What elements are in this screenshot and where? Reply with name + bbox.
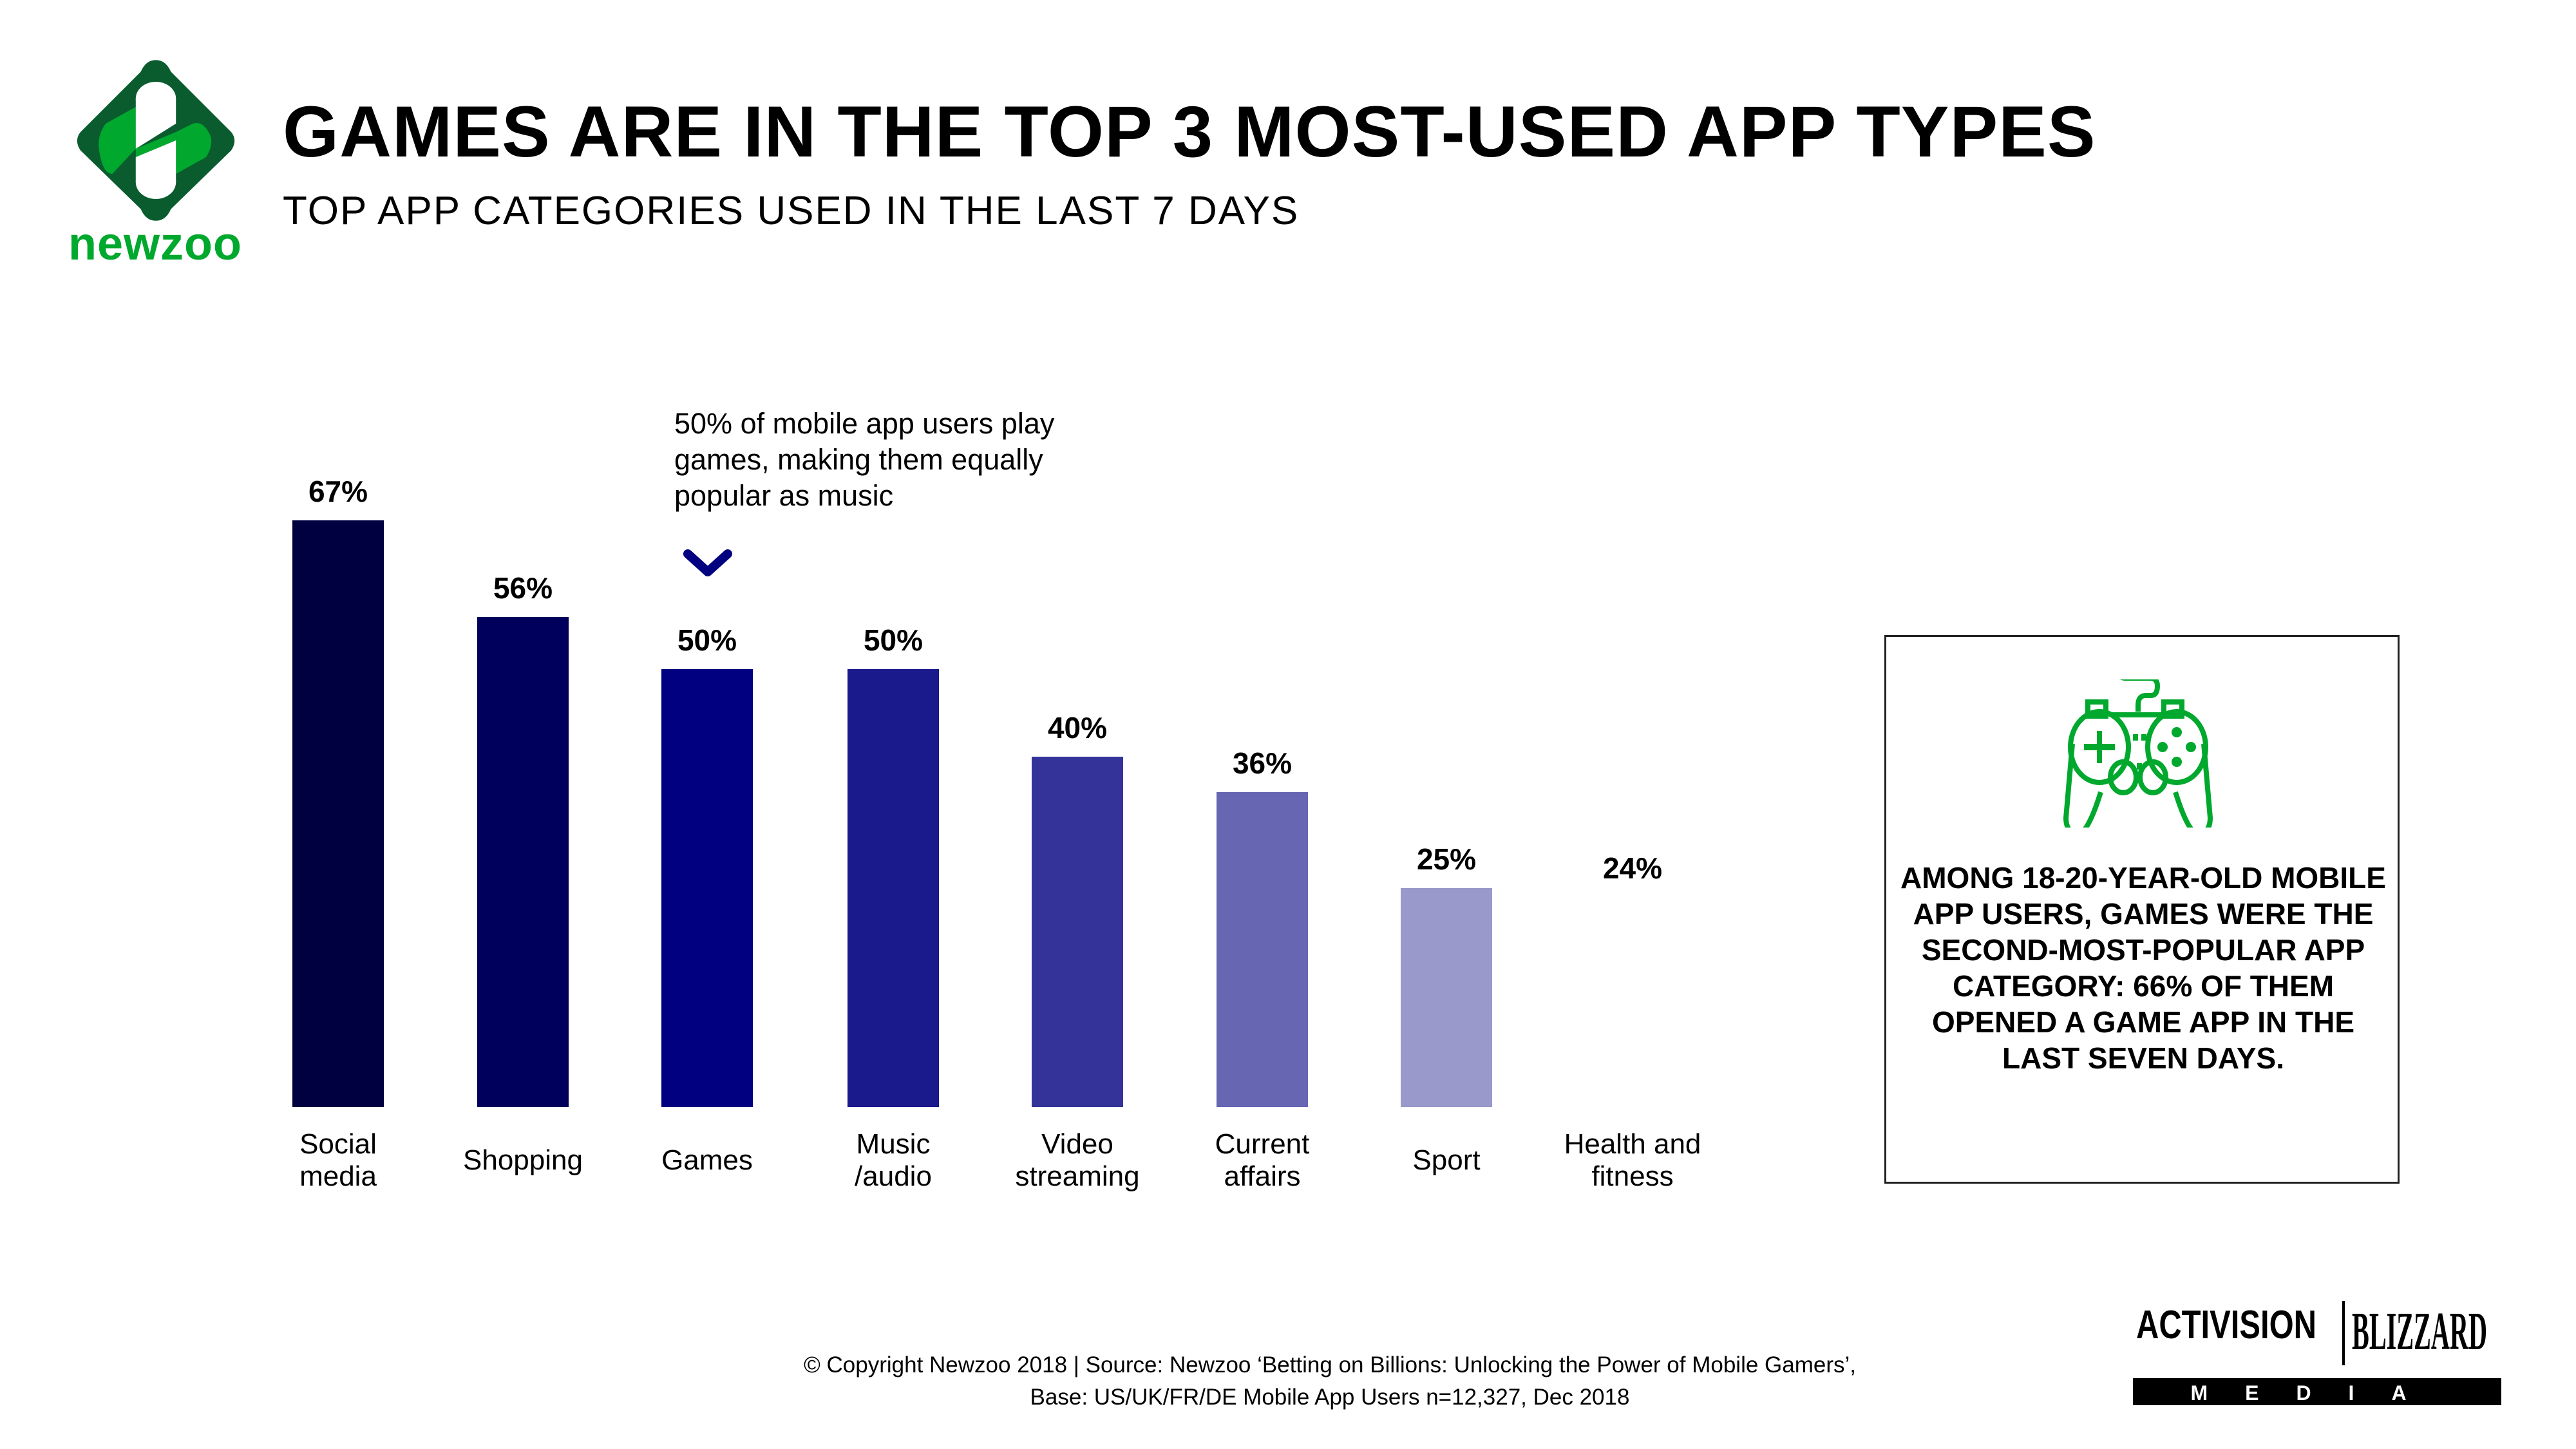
category-label: Games xyxy=(604,1144,810,1177)
value-label: 50% xyxy=(677,623,737,658)
bar-7 xyxy=(1587,897,1678,1107)
value-label: 25% xyxy=(1416,842,1477,876)
value-label: 36% xyxy=(1232,746,1293,780)
category-label-line: Social xyxy=(299,1128,377,1160)
category-label-line: Games xyxy=(661,1144,753,1176)
category-label: Video streaming xyxy=(974,1128,1180,1193)
category-label-line: Current xyxy=(1215,1128,1310,1160)
category-label: Health and fitness xyxy=(1530,1128,1736,1193)
category-label-line: Music xyxy=(856,1128,931,1160)
category-label: Sport xyxy=(1343,1144,1549,1177)
activision-blizzard-media-logo: ACTIVISION BLIZZARD MEDIA xyxy=(2133,1301,2501,1405)
bar-0 xyxy=(292,520,384,1107)
category-label-line: Sport xyxy=(1412,1144,1481,1176)
category-label: Shopping xyxy=(420,1144,626,1177)
svg-text:MEDIA: MEDIA xyxy=(2190,1381,2443,1405)
category-label-line: media xyxy=(299,1160,377,1192)
bar-1 xyxy=(477,616,569,1107)
gamepad-icon xyxy=(2063,679,2213,828)
category-label-line: /audio xyxy=(855,1160,932,1192)
value-label: 50% xyxy=(863,623,923,658)
games-annotation: 50% of mobile app users play games, maki… xyxy=(674,407,1055,512)
callout-box xyxy=(1884,635,2400,1184)
footer-copyright: © Copyright Newzoo 2018 | Source: Newzoo… xyxy=(804,1352,1856,1378)
svg-text:BLIZZARD: BLIZZARD xyxy=(2352,1302,2487,1361)
category-label-line: Video xyxy=(1041,1128,1113,1160)
bar-5 xyxy=(1217,791,1308,1107)
value-label: 67% xyxy=(308,475,368,508)
value-label: 24% xyxy=(1602,851,1663,885)
bar-3 xyxy=(848,669,939,1107)
category-label-line: affairs xyxy=(1224,1160,1301,1192)
page-title: GAMES ARE IN THE TOP 3 MOST-USED APP TYP… xyxy=(283,91,2096,172)
category-label: Music/audio xyxy=(790,1128,996,1193)
newzoo-logo-text: newzoo xyxy=(68,218,242,270)
chevron-down-icon xyxy=(683,549,732,576)
category-label: Current affairs xyxy=(1159,1128,1365,1193)
newzoo-logo xyxy=(77,60,235,221)
category-label-line: streaming xyxy=(1015,1160,1140,1192)
bar-6 xyxy=(1401,888,1492,1107)
footer-base: Base: US/UK/FR/DE Mobile App Users n=12,… xyxy=(1030,1385,1630,1410)
callout-text: AMONG 18-20-YEAR-OLD MOBILE APP USERS, G… xyxy=(1900,861,2386,1075)
category-label-line: fitness xyxy=(1591,1160,1674,1192)
category-label-line: Health and xyxy=(1564,1128,1701,1160)
value-label: 40% xyxy=(1047,711,1108,745)
page-subtitle: TOP APP CATEGORIES USED IN THE LAST 7 DA… xyxy=(283,189,1300,233)
category-label: Social media xyxy=(235,1128,441,1193)
bar-2 xyxy=(661,669,753,1107)
value-label: 56% xyxy=(493,571,553,605)
category-label-line: Shopping xyxy=(463,1144,583,1176)
bar-4 xyxy=(1032,757,1123,1107)
svg-text:ACTIVISION: ACTIVISION xyxy=(2136,1303,2316,1347)
